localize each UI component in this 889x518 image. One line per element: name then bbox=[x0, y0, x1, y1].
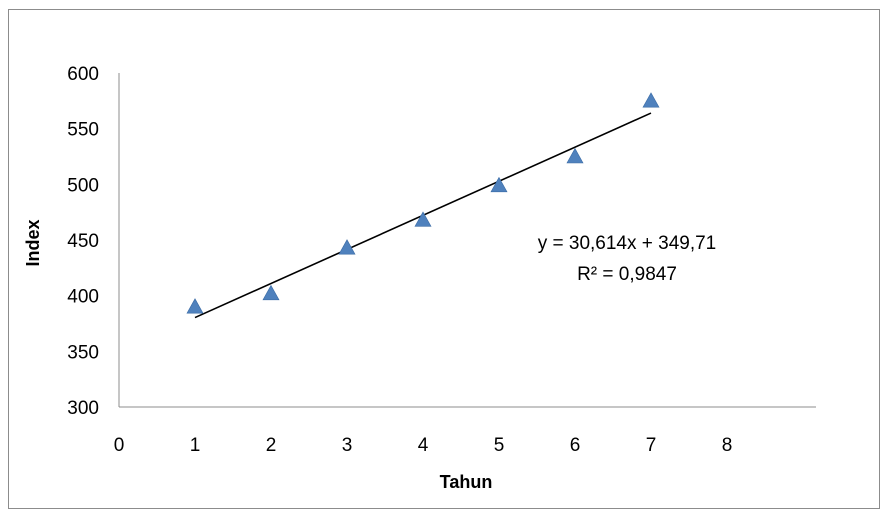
data-point bbox=[338, 239, 356, 255]
data-point bbox=[186, 298, 204, 314]
x-tick-labels: 0 1 2 3 4 5 6 7 8 bbox=[114, 435, 733, 456]
y-tick-labels: 300 350 400 450 500 550 600 bbox=[67, 64, 99, 419]
r-squared-label: R² = 0,9847 bbox=[577, 264, 677, 285]
data-point bbox=[414, 211, 432, 227]
y-axis-title: Index bbox=[23, 219, 43, 266]
data-point bbox=[642, 92, 660, 108]
axes bbox=[118, 73, 816, 408]
y-tick-label: 450 bbox=[67, 231, 99, 252]
x-tick-label: 6 bbox=[570, 435, 581, 456]
y-tick-label: 350 bbox=[67, 342, 99, 363]
x-tick-label: 5 bbox=[494, 435, 505, 456]
y-tick-label: 300 bbox=[67, 398, 99, 419]
y-tick-label: 500 bbox=[67, 175, 99, 196]
x-tick-label: 2 bbox=[266, 435, 277, 456]
x-tick-label: 0 bbox=[114, 435, 125, 456]
data-points bbox=[186, 92, 660, 314]
x-tick-label: 1 bbox=[190, 435, 201, 456]
data-point bbox=[490, 176, 508, 193]
chart-frame: 300 350 400 450 500 550 600 0 1 2 3 4 5 6 7 8 y = 30,6… bbox=[8, 9, 880, 509]
data-point bbox=[262, 284, 280, 301]
trendline-equation: y = 30,614x + 349,71 bbox=[538, 233, 717, 254]
y-tick-label: 400 bbox=[67, 287, 99, 308]
x-tick-label: 3 bbox=[342, 435, 353, 456]
x-tick-label: 4 bbox=[418, 435, 429, 456]
x-axis-title: Tahun bbox=[440, 472, 493, 492]
x-tick-label: 7 bbox=[646, 435, 657, 456]
y-tick-label: 600 bbox=[67, 64, 99, 85]
data-point bbox=[566, 147, 584, 164]
x-tick-label: 8 bbox=[722, 435, 733, 456]
scatter-chart: 300 350 400 450 500 550 600 0 1 2 3 4 5 6 7 8 y = 30,6… bbox=[23, 64, 816, 492]
y-tick-label: 550 bbox=[67, 120, 99, 141]
